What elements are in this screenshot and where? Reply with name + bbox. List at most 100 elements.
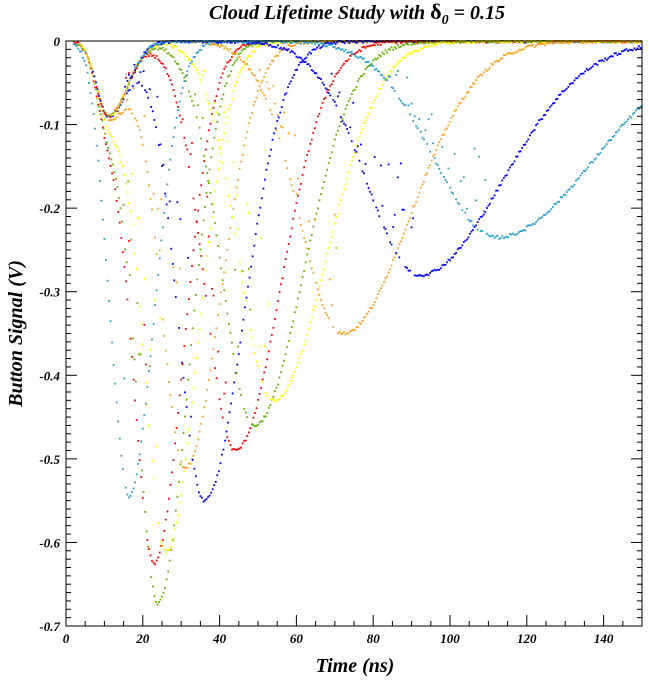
data-point <box>294 370 296 373</box>
data-point <box>252 424 255 427</box>
data-point <box>261 91 264 94</box>
data-point <box>387 271 390 274</box>
data-point <box>504 54 507 57</box>
data-point <box>240 394 242 396</box>
data-point <box>616 130 619 133</box>
data-point <box>370 44 373 47</box>
data-point <box>381 51 384 54</box>
data-point <box>380 287 382 290</box>
data-point <box>364 61 367 64</box>
data-point <box>310 69 313 72</box>
data-point <box>161 42 164 45</box>
data-point <box>562 42 565 45</box>
data-point <box>91 68 93 71</box>
data-point <box>470 220 473 222</box>
data-point <box>181 86 184 89</box>
data-point <box>188 434 191 437</box>
data-point <box>313 48 315 51</box>
data-point <box>129 210 132 213</box>
data-point <box>568 83 571 86</box>
data-point <box>297 56 299 59</box>
x-tick-label: 100 <box>440 631 460 646</box>
data-point <box>192 197 195 200</box>
data-point <box>527 224 530 227</box>
data-point <box>163 212 166 214</box>
data-point <box>251 50 253 53</box>
data-point <box>299 61 302 64</box>
data-point <box>183 53 186 55</box>
data-point <box>240 160 242 163</box>
data-point <box>399 42 402 44</box>
data-point <box>387 74 390 76</box>
data-point <box>461 41 464 44</box>
data-point <box>303 57 306 60</box>
data-point <box>555 41 557 44</box>
data-point <box>596 153 599 156</box>
data-point <box>581 172 583 174</box>
series-11 <box>126 40 642 278</box>
data-point <box>125 89 127 92</box>
data-point <box>166 363 169 366</box>
data-point <box>363 57 365 60</box>
data-point <box>439 267 442 270</box>
data-point <box>542 114 545 117</box>
data-point <box>134 399 136 402</box>
data-point <box>421 41 424 44</box>
data-point <box>330 42 332 44</box>
data-point <box>240 446 242 449</box>
data-point <box>232 448 235 450</box>
data-point <box>121 96 124 98</box>
data-point <box>322 44 325 47</box>
data-point <box>404 228 407 231</box>
data-point <box>538 217 540 220</box>
data-point <box>111 163 114 166</box>
data-point <box>318 285 321 288</box>
data-point <box>320 40 322 43</box>
data-point <box>390 41 393 44</box>
data-point <box>258 45 261 48</box>
data-point <box>157 273 160 276</box>
data-point <box>197 232 199 234</box>
data-point <box>446 41 448 43</box>
data-point <box>274 318 276 320</box>
data-point <box>224 177 227 180</box>
data-point <box>375 58 378 61</box>
data-point <box>504 41 507 43</box>
data-point <box>536 43 539 46</box>
data-point <box>224 439 226 442</box>
data-point <box>631 49 634 52</box>
data-point <box>206 172 209 175</box>
data-point <box>443 176 445 178</box>
data-point <box>466 238 468 241</box>
data-point <box>167 217 169 220</box>
data-point <box>121 94 124 97</box>
data-point <box>267 44 270 47</box>
data-point <box>567 41 570 44</box>
data-point <box>459 101 462 104</box>
data-point <box>356 50 359 53</box>
data-point <box>507 236 510 239</box>
data-point <box>370 106 373 108</box>
data-point <box>297 194 299 197</box>
data-point <box>129 76 132 79</box>
data-point <box>209 369 212 372</box>
data-point <box>189 41 192 44</box>
data-point <box>154 57 156 59</box>
data-point <box>618 128 620 131</box>
data-point <box>194 66 196 68</box>
data-point <box>227 323 230 325</box>
data-point <box>158 249 161 252</box>
data-point <box>466 207 468 210</box>
data-point <box>149 355 152 358</box>
data-point <box>404 266 407 268</box>
series-4 <box>80 40 642 555</box>
x-tick-label: 60 <box>290 631 304 646</box>
data-point <box>436 268 439 271</box>
data-point <box>221 45 224 47</box>
data-point <box>395 47 398 50</box>
data-point <box>263 371 265 374</box>
data-point <box>284 258 287 260</box>
data-point <box>327 89 330 91</box>
data-point <box>419 47 422 50</box>
data-point <box>191 327 194 330</box>
